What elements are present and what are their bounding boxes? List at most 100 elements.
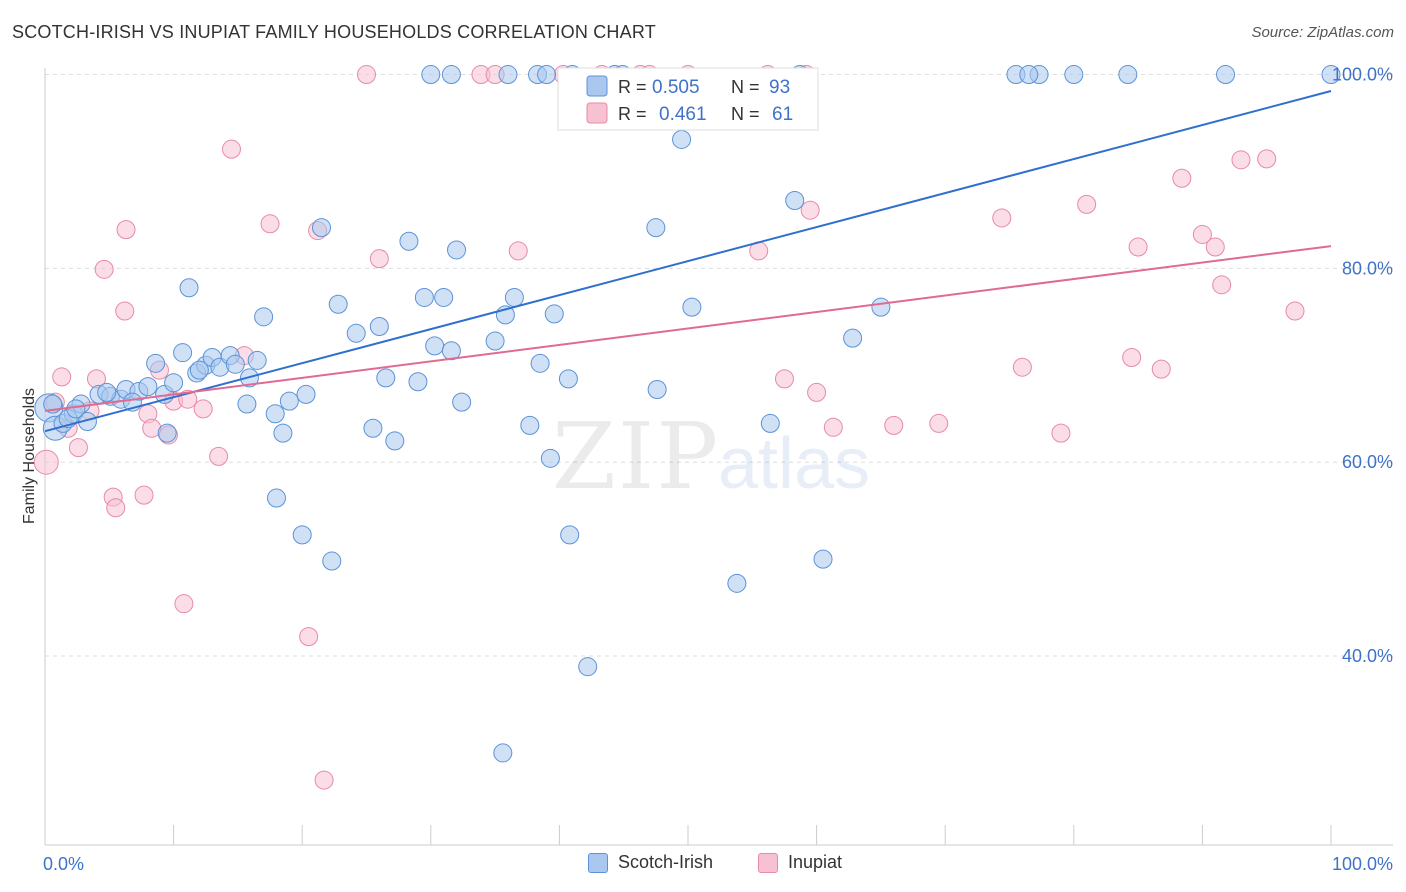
inupiat-point: [116, 220, 136, 240]
inupiat-point: [209, 446, 229, 466]
inupiat-point: [800, 200, 820, 220]
scotch-irish-point: [369, 317, 389, 337]
scotch-irish-point: [279, 391, 299, 411]
inupiat-point: [52, 367, 72, 387]
legend-item-inupiat[interactable]: Inupiat: [758, 852, 842, 873]
legend-swatch-inupiat: [586, 102, 608, 124]
scotch-irish-point: [871, 297, 891, 317]
scotch-irish-point: [385, 431, 405, 451]
legend-n-value: 93: [769, 77, 790, 98]
inupiat-point: [314, 770, 334, 790]
scotch-irish-point: [843, 328, 863, 348]
scotch-irish-point: [346, 323, 366, 343]
legend-r-value: 0.461: [659, 104, 707, 125]
inupiat-point: [68, 438, 88, 458]
legend-r-label: R =: [618, 104, 647, 124]
scotch-irish-point: [447, 240, 467, 260]
inupiat-point: [357, 65, 376, 85]
y-tick-label: 40.0%: [1342, 646, 1393, 666]
scotch-irish-point: [408, 372, 428, 392]
scotch-irish-point: [66, 399, 86, 419]
inupiat-point: [807, 382, 827, 402]
scotch-irish-point: [328, 294, 348, 314]
scotch-irish-point: [97, 382, 117, 402]
scotch-irish-point: [578, 657, 598, 677]
y-tick-label: 100.0%: [1332, 65, 1393, 85]
inupiat-point: [1151, 359, 1171, 379]
inupiat-point: [94, 259, 114, 279]
inupiat-point: [33, 449, 59, 475]
inupiat-point: [193, 399, 213, 419]
scotch-irish-point: [138, 377, 158, 397]
scotch-irish-point: [273, 423, 293, 443]
inupiat-point: [1122, 348, 1142, 368]
inupiat-point: [1051, 423, 1071, 443]
scotch-irish-point: [225, 354, 245, 374]
inupiat-point: [134, 485, 154, 505]
zipatlas-watermark: ZIP atlas: [552, 403, 870, 510]
scotch-irish-point: [560, 525, 580, 545]
scotch-irish-point: [504, 287, 524, 307]
y-axis-label: Family Households: [21, 388, 38, 524]
inupiat-point: [1128, 237, 1148, 257]
scotch-irish-point: [179, 278, 199, 298]
trend-lines: [44, 90, 1332, 433]
scotch-irish-point: [452, 392, 472, 412]
legend-item-scotch-irish[interactable]: Scotch-Irish: [588, 852, 713, 873]
inupiat-point: [174, 594, 194, 614]
legend-r-label: R =: [618, 77, 647, 97]
inupiat-point: [774, 369, 794, 389]
inupiat-point: [1231, 150, 1251, 170]
inupiat-point: [221, 139, 241, 159]
scotch-irish-point: [1064, 65, 1084, 85]
inupiat-point: [299, 627, 319, 647]
scotch-irish-point: [254, 307, 274, 327]
scotch-irish-point: [237, 394, 257, 414]
watermark-zip: ZIP: [552, 403, 720, 510]
inupiat-point: [1212, 275, 1232, 295]
scotch-irish-point: [421, 65, 441, 85]
scotch-irish-trend-line: [44, 90, 1332, 433]
scotch-irish-point: [520, 415, 540, 435]
inupiat-point: [1192, 224, 1212, 244]
scotch-irish-point: [266, 488, 286, 508]
x-tick-label: 0.0%: [43, 854, 84, 874]
inupiat-point: [1012, 357, 1032, 377]
scotch-irish-point: [1019, 65, 1039, 85]
scotch-irish-point: [296, 384, 316, 404]
legend-label: Inupiat: [788, 852, 843, 872]
inupiat-point: [260, 214, 280, 234]
scotch-irish-point: [311, 218, 331, 238]
scotch-irish-point: [441, 65, 461, 85]
scotch-irish-point: [558, 369, 578, 389]
scotch-irish-point: [425, 336, 445, 356]
inupiat-point: [1172, 168, 1192, 188]
scotch-irish-point: [485, 331, 505, 351]
legend-r-value: 0.505: [652, 77, 700, 98]
scotch-irish-point: [399, 231, 419, 251]
legend-n-label: N =: [731, 77, 760, 97]
scotch-irish-point: [544, 304, 564, 324]
inupiat-point: [1285, 301, 1305, 321]
scotch-irish-point: [498, 65, 518, 85]
legend-n-label: N =: [731, 104, 760, 124]
scotch-irish-point: [672, 129, 692, 149]
watermark-atlas: atlas: [718, 424, 870, 504]
scotch-irish-point: [164, 373, 184, 393]
y-tick-label: 80.0%: [1342, 258, 1393, 278]
inupiat-trend-line: [44, 245, 1332, 412]
scotch-irish-point: [146, 353, 166, 373]
scotch-irish-point: [265, 404, 285, 424]
chart-title: SCOTCH-IRISH VS INUPIAT FAMILY HOUSEHOLD…: [12, 22, 656, 42]
inupiat-point: [929, 413, 949, 433]
tick-labels: 40.0% 60.0% 80.0% 100.0% 0.0% 100.0%: [43, 65, 1393, 874]
x-tick-label: 100.0%: [1332, 854, 1393, 874]
inupiat-point: [823, 417, 843, 437]
inupiat-point: [508, 241, 528, 261]
scotch-irish-point: [682, 297, 702, 317]
y-tick-label: 60.0%: [1342, 452, 1393, 472]
legend-swatch-icon: [588, 852, 608, 873]
scotch-irish-point: [414, 287, 434, 307]
scotch-irish-point: [537, 65, 557, 85]
chart-source: Source: ZipAtlas.com: [1251, 24, 1394, 41]
